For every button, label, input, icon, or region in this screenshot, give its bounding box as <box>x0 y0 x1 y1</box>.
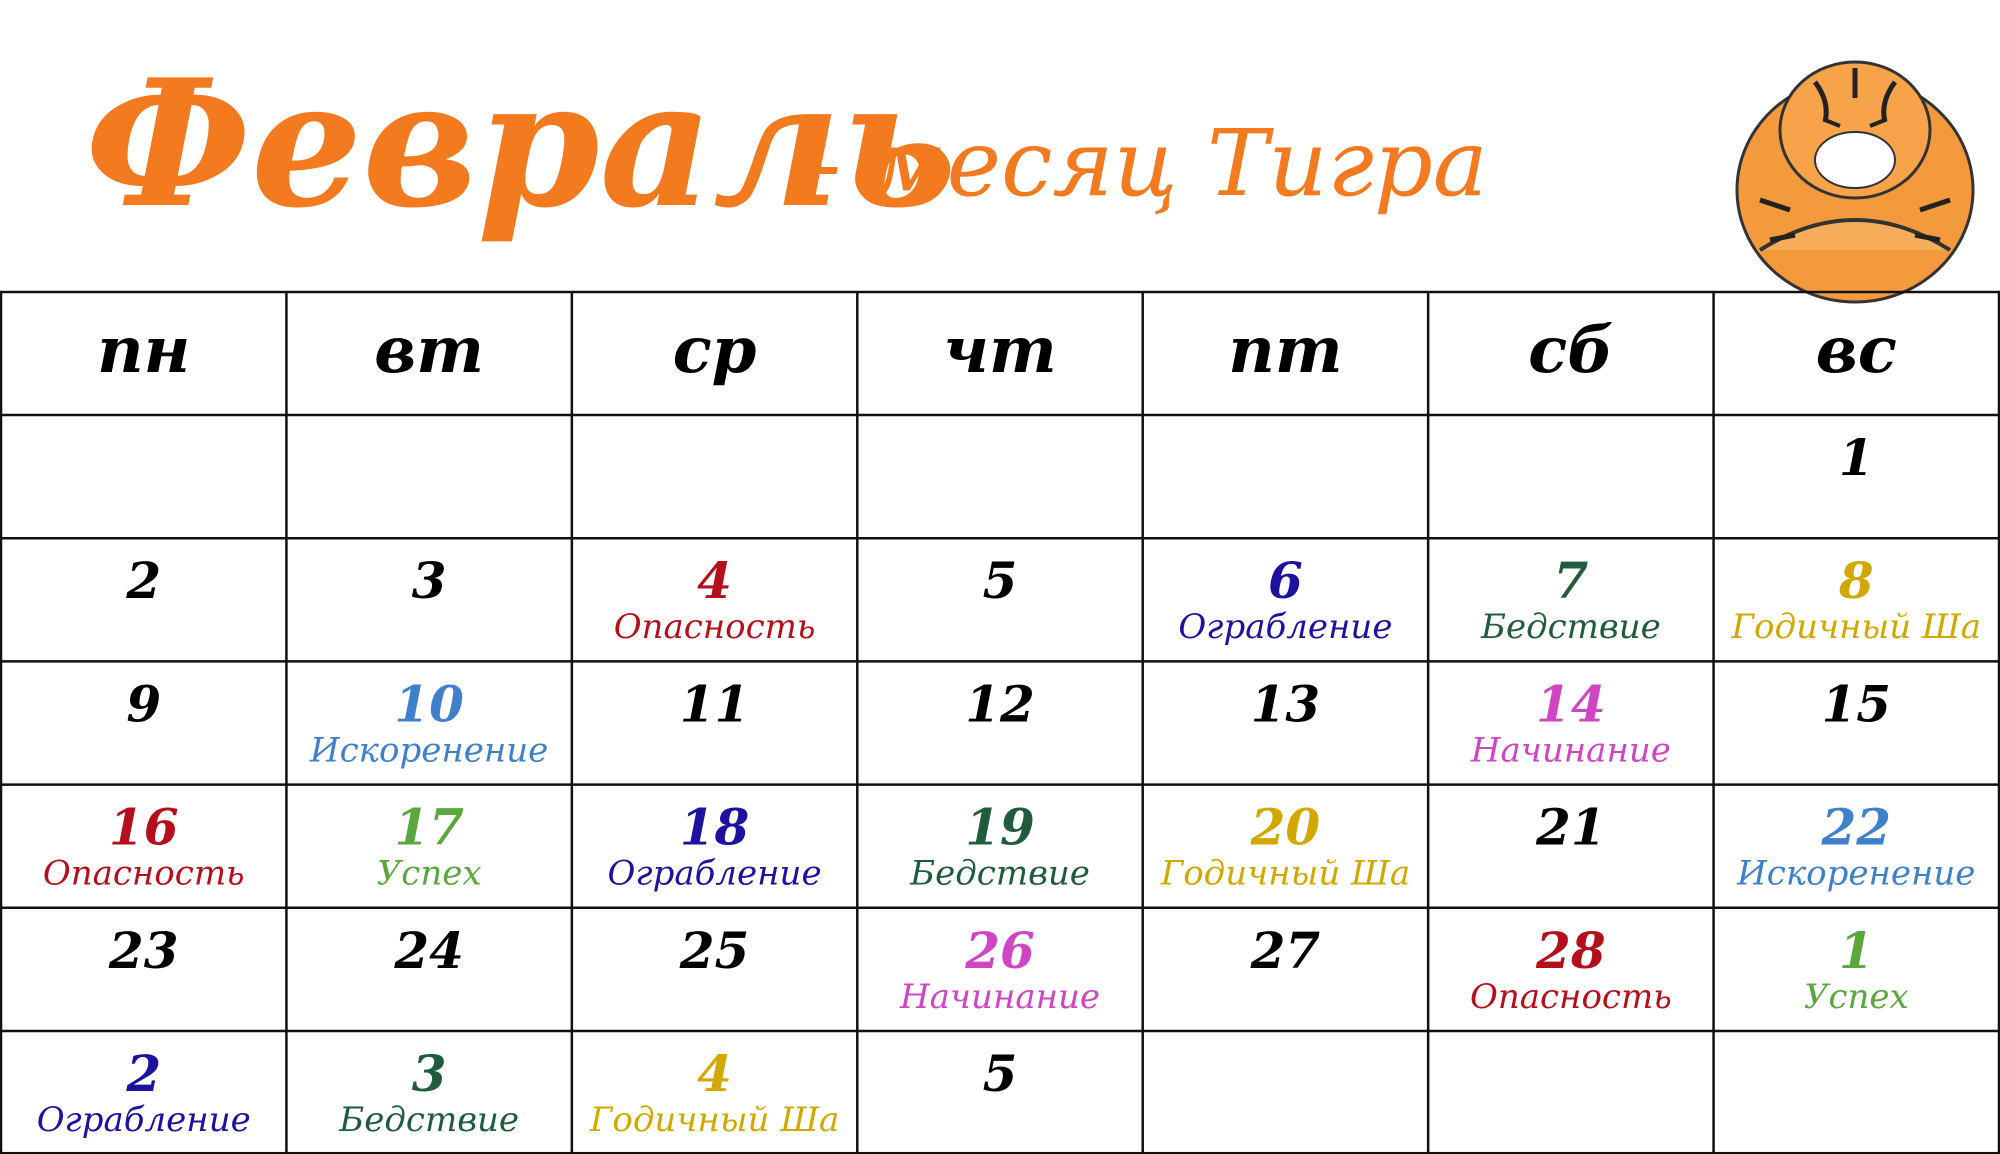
day-number: 21 <box>1535 798 1606 857</box>
day-number: 26 <box>964 921 1035 980</box>
weekday-header: пт <box>1228 313 1342 388</box>
day-number: 6 <box>1268 551 1303 610</box>
day-number: 12 <box>965 674 1035 733</box>
day-label: Успех <box>1804 977 1909 1017</box>
day-label: Ограбление <box>608 854 822 894</box>
day-number: 8 <box>1838 551 1874 610</box>
day-label: Годичный Ша <box>1731 607 1981 647</box>
day-number: 1 <box>1839 428 1874 487</box>
day-label: Искоренение <box>1736 854 1975 894</box>
day-label: Начинание <box>1470 730 1671 770</box>
day-label: Опасность <box>43 854 245 894</box>
day-number: 1 <box>1839 921 1874 980</box>
day-number: 19 <box>965 798 1035 857</box>
day-number: 5 <box>983 551 1018 610</box>
day-number: 24 <box>393 921 464 980</box>
day-number: 20 <box>1250 798 1321 857</box>
day-label: Бедствие <box>909 854 1090 894</box>
day-number: 5 <box>983 1044 1018 1103</box>
day-label: Искоренение <box>309 730 548 770</box>
day-number: 14 <box>1536 674 1606 733</box>
day-number: 18 <box>680 798 750 857</box>
weekday-header: чт <box>943 313 1056 388</box>
weekday-header: вт <box>374 313 484 388</box>
weekday-header: сб <box>1528 313 1613 388</box>
day-number: 10 <box>394 674 464 733</box>
day-number: 25 <box>679 921 750 980</box>
day-number: 4 <box>697 551 732 610</box>
weekday-header: ср <box>673 313 757 388</box>
day-number: 9 <box>126 674 161 733</box>
subtitle: - месяц Тигра <box>810 110 1488 217</box>
day-label: Успех <box>377 854 482 894</box>
day-number: 16 <box>109 798 179 857</box>
day-label: Начинание <box>899 977 1100 1017</box>
day-number: 3 <box>412 551 447 610</box>
day-number: 11 <box>680 674 750 733</box>
day-number: 15 <box>1821 674 1891 733</box>
day-number: 28 <box>1535 921 1606 980</box>
day-number: 22 <box>1820 798 1891 857</box>
day-number: 3 <box>412 1044 447 1103</box>
table-border <box>0 290 2000 1154</box>
day-number: 17 <box>394 798 464 857</box>
day-label: Бедствие <box>1480 607 1661 647</box>
day-number: 2 <box>125 1044 161 1103</box>
day-label: Опасность <box>1470 977 1672 1017</box>
tiger-illustration <box>1735 60 1975 304</box>
day-number: 4 <box>697 1044 732 1103</box>
day-label: Ограбление <box>37 1100 251 1140</box>
day-label: Опасность <box>614 607 816 647</box>
day-label: Бедствие <box>338 1100 519 1140</box>
day-number: 13 <box>1251 674 1321 733</box>
title: Февраль <box>85 42 957 247</box>
day-label: Ограбление <box>1178 607 1392 647</box>
day-number: 2 <box>125 551 161 610</box>
day-label: Годичный Ша <box>589 1100 839 1140</box>
weekday-header: пн <box>97 313 190 388</box>
day-number: 7 <box>1553 551 1588 610</box>
day-number: 27 <box>1250 921 1321 980</box>
weekday-header: вс <box>1816 313 1897 388</box>
day-number: 23 <box>108 921 179 980</box>
day-label: Годичный Ша <box>1160 854 1410 894</box>
